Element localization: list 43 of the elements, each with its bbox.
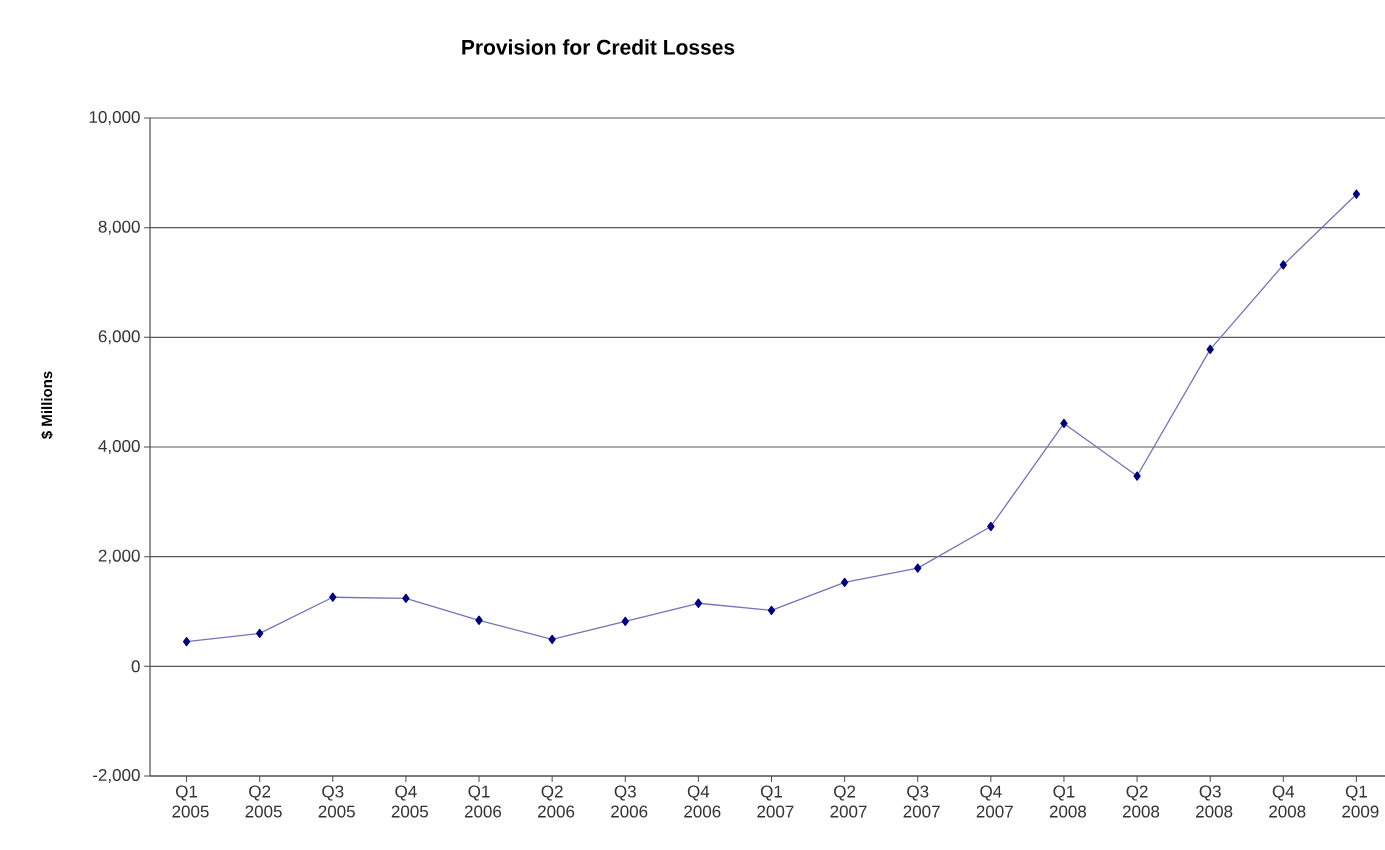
point bbox=[182, 636, 191, 647]
x-tick-label: Q2 2007 bbox=[830, 785, 867, 818]
x-tick-label: Q1 2008 bbox=[1049, 785, 1087, 818]
chart-title: Provision for Credit Losses bbox=[462, 39, 735, 55]
point bbox=[1352, 189, 1361, 199]
point bbox=[621, 616, 629, 627]
point bbox=[694, 598, 703, 608]
point bbox=[402, 593, 410, 603]
x-tick-label: Q2 2006 bbox=[538, 785, 575, 818]
point bbox=[1206, 344, 1214, 355]
point bbox=[914, 563, 922, 573]
x-tick-label: Q3 2005 bbox=[318, 785, 355, 818]
y-tick-label: 2,000 bbox=[98, 549, 140, 564]
x-tick-label: Q4 2007 bbox=[976, 785, 1013, 818]
point bbox=[1060, 418, 1068, 429]
y-tick-label: -2,000 bbox=[93, 768, 140, 784]
y-axis-title: $ Millions bbox=[40, 371, 54, 439]
x-tick-label: Q1 2005 bbox=[172, 785, 209, 818]
point bbox=[767, 605, 776, 616]
x-tick-label: Q4 2006 bbox=[684, 785, 721, 818]
x-tick-label: Q1 2009 bbox=[1342, 785, 1379, 818]
x-tick-label: Q2 2005 bbox=[245, 785, 282, 818]
point bbox=[840, 577, 849, 588]
point bbox=[1279, 260, 1287, 270]
x-tick-label: Q4 2008 bbox=[1269, 785, 1306, 818]
y-tick-label: 0 bbox=[131, 660, 140, 673]
y-tick-label: 8,000 bbox=[98, 220, 140, 235]
point bbox=[1133, 471, 1141, 481]
point bbox=[256, 628, 264, 639]
y-tick-label: 10,000 bbox=[89, 110, 140, 126]
point bbox=[548, 634, 556, 645]
y-tick-label: 6,000 bbox=[98, 330, 140, 345]
x-tick-label: Q3 2008 bbox=[1196, 785, 1233, 818]
point bbox=[987, 521, 995, 532]
point bbox=[329, 592, 337, 602]
x-tick-label: Q3 2007 bbox=[903, 785, 940, 818]
x-tick-label: Q1 2006 bbox=[464, 785, 502, 818]
x-tick-label: Q2 2008 bbox=[1122, 785, 1160, 818]
x-tick-label: Q1 2007 bbox=[757, 785, 794, 818]
y-tick-label: 4,000 bbox=[98, 439, 140, 455]
x-tick-label: Q3 2006 bbox=[611, 785, 648, 818]
point bbox=[475, 615, 483, 625]
x-tick-label: Q4 2005 bbox=[391, 785, 429, 818]
